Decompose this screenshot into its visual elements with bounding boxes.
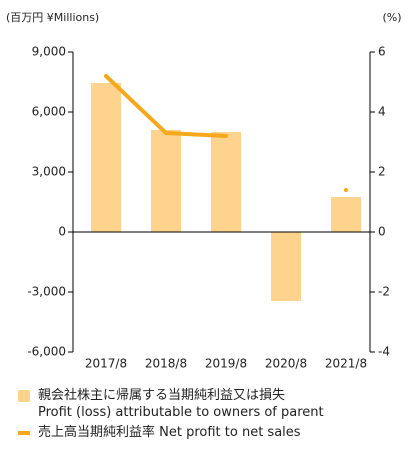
- legend-swatch: [18, 390, 30, 402]
- y2-tick-label: -2: [378, 285, 390, 299]
- bar: [271, 232, 301, 301]
- y2-tick-label: 2: [378, 165, 386, 179]
- bar: [91, 83, 121, 232]
- y-tick-label: 3,000: [32, 165, 66, 179]
- x-tick-label: 2019/8: [205, 357, 247, 371]
- bar: [211, 132, 241, 232]
- y2-tick-label: 0: [378, 225, 386, 239]
- bar: [331, 197, 361, 232]
- legend-swatch: [18, 431, 30, 435]
- y2-axis-label: (%): [382, 11, 401, 24]
- legend-label: 親会社株主に帰属する当期純利益又は損失 Profit (loss) attrib…: [38, 388, 324, 420]
- x-tick-label: 2020/8: [265, 357, 307, 371]
- y2-tick-label: -4: [378, 345, 390, 359]
- y-tick-label: 0: [58, 225, 66, 239]
- y-tick-label: -3,000: [27, 285, 66, 299]
- y-axis-label: (百万円 ¥Millions): [6, 11, 99, 24]
- x-tick-label: 2018/8: [145, 357, 187, 371]
- line: [104, 74, 348, 192]
- bar: [151, 130, 181, 232]
- x-tick-label: 2017/8: [85, 357, 127, 371]
- y-tick-label: 9,000: [32, 45, 66, 59]
- x-tick-label: 2021/8: [325, 357, 367, 371]
- y-tick-label: -6,000: [27, 345, 66, 359]
- y2-tick-label: 6: [378, 45, 386, 59]
- legend-label: 売上高当期純利益率 Net profit to net sales: [38, 425, 301, 440]
- y-tick-label: 6,000: [32, 105, 66, 119]
- y2-tick-label: 4: [378, 105, 386, 119]
